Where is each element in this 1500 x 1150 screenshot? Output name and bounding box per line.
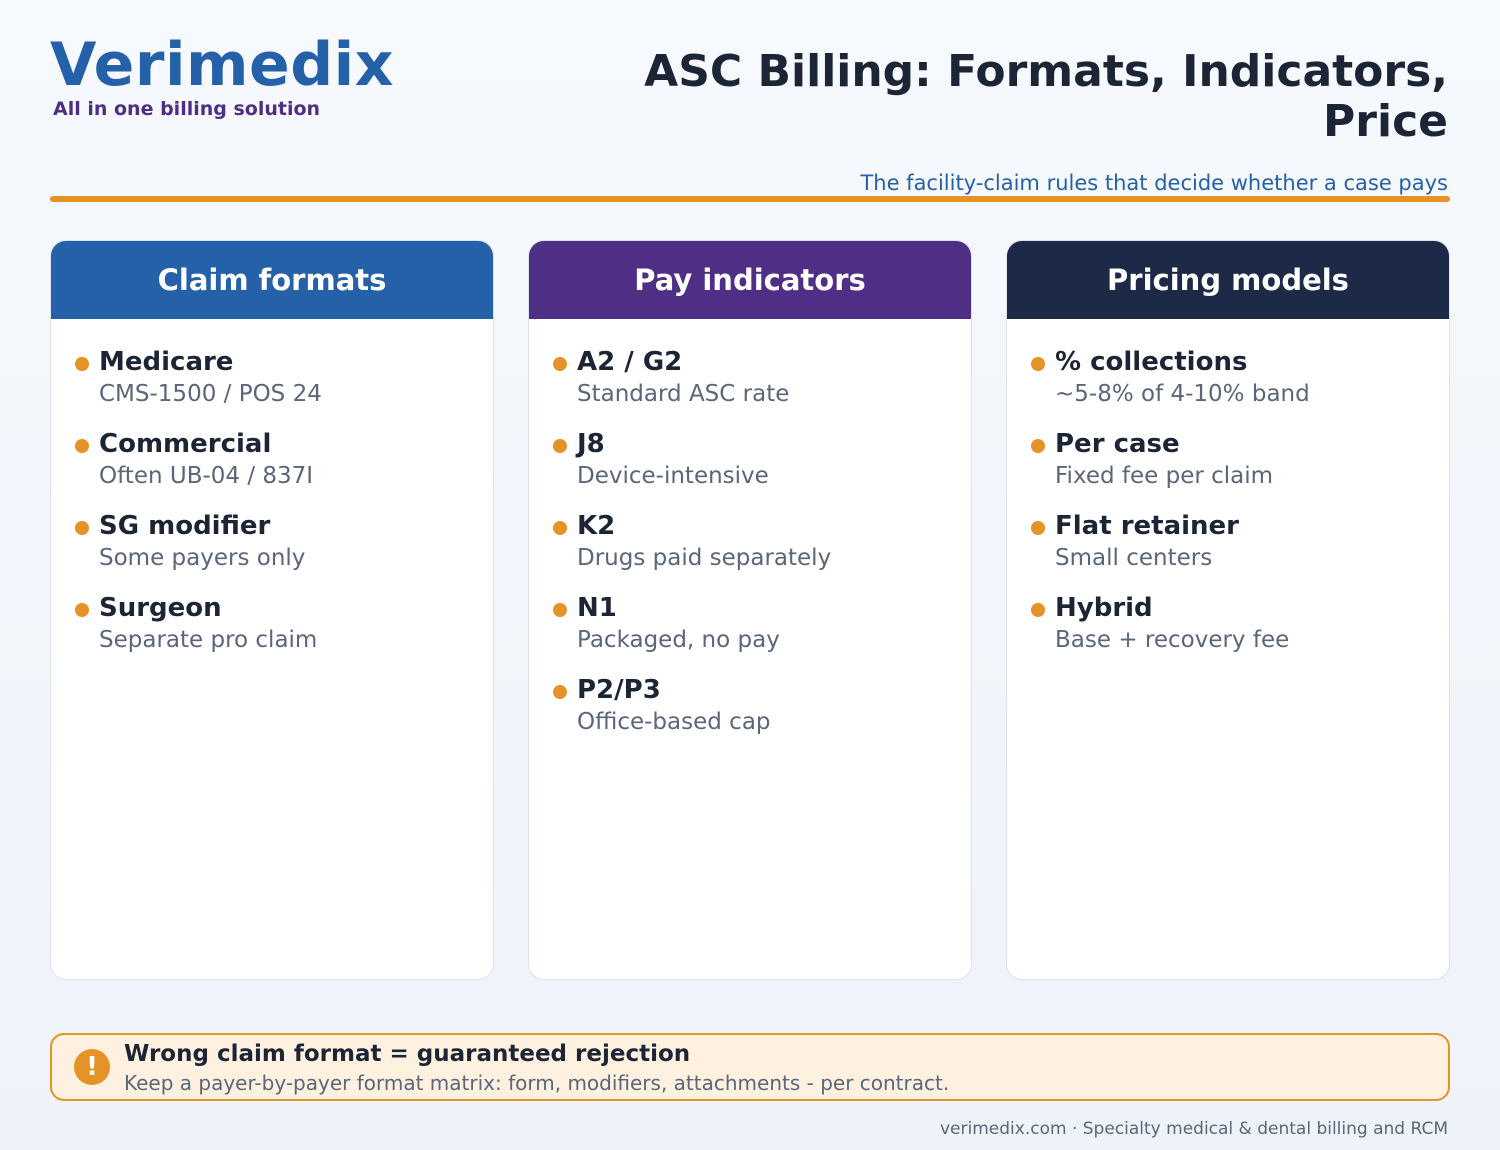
bullet-dot-icon xyxy=(553,603,567,617)
item-description: Fixed fee per claim xyxy=(1055,463,1274,489)
list-item: Flat retainer Small centers xyxy=(1031,509,1425,573)
page-subtitle: The facility-claim rules that decide whe… xyxy=(860,171,1448,195)
item-title: Commercial xyxy=(99,429,272,459)
card-claim-formats: Claim formats Medicare CMS-1500 / POS 24… xyxy=(50,240,494,980)
footer-text: verimedix.com · Specialty medical & dent… xyxy=(940,1119,1448,1139)
card-title: Pricing models xyxy=(1107,263,1349,297)
bullet-dot-icon xyxy=(1031,357,1045,371)
list-item: SG modifier Some payers only xyxy=(75,509,469,573)
card-header: Pay indicators xyxy=(529,241,971,319)
list-item: P2/P3 Office-based cap xyxy=(553,673,947,737)
list-item: J8 Device-intensive xyxy=(553,427,947,491)
list-item: Medicare CMS-1500 / POS 24 xyxy=(75,345,469,409)
item-title: Medicare xyxy=(99,347,234,377)
list-item: % collections ~5-8% of 4-10% band xyxy=(1031,345,1425,409)
callout-text: Keep a payer-by-payer format matrix: for… xyxy=(124,1071,950,1095)
card-list: Medicare CMS-1500 / POS 24 Commercial Of… xyxy=(51,319,493,655)
card-title: Claim formats xyxy=(157,263,387,297)
item-title: % collections xyxy=(1055,347,1248,377)
item-title: N1 xyxy=(577,593,617,623)
bullet-dot-icon xyxy=(553,521,567,535)
card-list: A2 / G2 Standard ASC rate J8 Device-inte… xyxy=(529,319,971,737)
item-title: Surgeon xyxy=(99,593,222,623)
list-item: Per case Fixed fee per claim xyxy=(1031,427,1425,491)
item-description: Small centers xyxy=(1055,545,1213,571)
item-title: J8 xyxy=(577,429,605,459)
item-description: Packaged, no pay xyxy=(577,627,780,653)
bullet-dot-icon xyxy=(553,439,567,453)
item-title: Hybrid xyxy=(1055,593,1153,623)
bullet-dot-icon xyxy=(553,685,567,699)
item-title: A2 / G2 xyxy=(577,347,683,377)
callout-title: Wrong claim format = guaranteed rejectio… xyxy=(124,1041,691,1067)
item-description: ~5-8% of 4-10% band xyxy=(1055,381,1310,407)
bullet-dot-icon xyxy=(75,521,89,535)
bullet-dot-icon xyxy=(75,439,89,453)
item-title: P2/P3 xyxy=(577,675,661,705)
list-item: A2 / G2 Standard ASC rate xyxy=(553,345,947,409)
bullet-dot-icon xyxy=(1031,521,1045,535)
brand-block: Verimedix All in one billing solution xyxy=(50,30,394,120)
item-description: Base + recovery fee xyxy=(1055,627,1290,653)
header-divider xyxy=(50,196,1450,202)
item-description: Standard ASC rate xyxy=(577,381,790,407)
list-item: Hybrid Base + recovery fee xyxy=(1031,591,1425,655)
card-list: % collections ~5-8% of 4-10% band Per ca… xyxy=(1007,319,1449,655)
warning-callout: ! Wrong claim format = guaranteed reject… xyxy=(50,1033,1450,1101)
card-pricing-models: Pricing models % collections ~5-8% of 4-… xyxy=(1006,240,1450,980)
brand-tagline: All in one billing solution xyxy=(53,98,321,120)
list-item: N1 Packaged, no pay xyxy=(553,591,947,655)
list-item: K2 Drugs paid separately xyxy=(553,509,947,573)
item-title: Per case xyxy=(1055,429,1180,459)
bullet-dot-icon xyxy=(1031,439,1045,453)
item-description: Often UB-04 / 837I xyxy=(99,463,314,489)
bullet-dot-icon xyxy=(553,357,567,371)
page-title: ASC Billing: Formats, Indicators, Price xyxy=(644,46,1448,147)
item-title: K2 xyxy=(577,511,616,541)
item-description: Device-intensive xyxy=(577,463,769,489)
item-description: Some payers only xyxy=(99,545,306,571)
item-description: Office-based cap xyxy=(577,709,771,735)
alert-icon: ! xyxy=(74,1049,110,1085)
card-header: Pricing models xyxy=(1007,241,1449,319)
card-header: Claim formats xyxy=(51,241,493,319)
list-item: Surgeon Separate pro claim xyxy=(75,591,469,655)
item-description: Drugs paid separately xyxy=(577,545,832,571)
card-title: Pay indicators xyxy=(634,263,866,297)
item-title: SG modifier xyxy=(99,511,271,541)
brand-logo: Verimedix xyxy=(50,30,394,100)
bullet-dot-icon xyxy=(1031,603,1045,617)
item-description: CMS-1500 / POS 24 xyxy=(99,381,322,407)
item-title: Flat retainer xyxy=(1055,511,1240,541)
bullet-dot-icon xyxy=(75,357,89,371)
bullet-dot-icon xyxy=(75,603,89,617)
item-description: Separate pro claim xyxy=(99,627,318,653)
list-item: Commercial Often UB-04 / 837I xyxy=(75,427,469,491)
card-pay-indicators: Pay indicators A2 / G2 Standard ASC rate… xyxy=(528,240,972,980)
